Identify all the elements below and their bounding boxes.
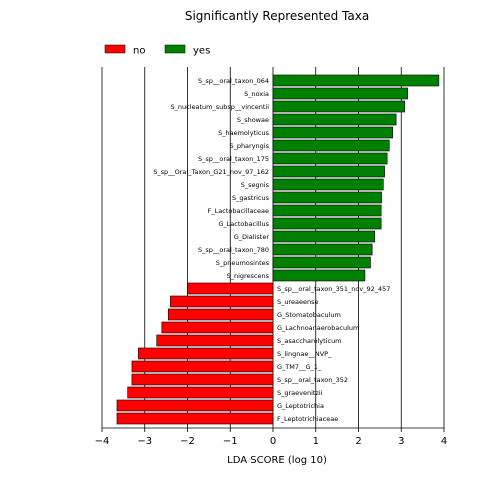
bar-yes xyxy=(272,204,382,217)
bar-label: F_Leptotrichiaceae xyxy=(277,415,338,423)
x-tick-label: 1 xyxy=(313,436,319,447)
x-tick-label: −1 xyxy=(223,436,238,447)
bar-yes xyxy=(272,256,371,269)
bar-label: S_nucleatum_subsp__vincentii xyxy=(171,103,270,111)
legend-swatch-no xyxy=(104,44,126,54)
bar-label: S_ureaeense xyxy=(277,298,319,306)
x-axis-title: LDA SCORE (log 10) xyxy=(227,455,327,466)
bar-label: S_pharyngis xyxy=(229,142,269,150)
bar-yes xyxy=(272,87,408,100)
x-tick-label: 2 xyxy=(355,436,361,447)
bar-label: G_Dialister xyxy=(234,233,270,241)
bar-label: G_TM7__G_1_ xyxy=(277,363,322,371)
bar-label: S_lingnae__NVP_ xyxy=(277,350,332,358)
bar-labels: S_sp__oral_taxon_064 S_noxia S_nucleatum_s… xyxy=(153,77,390,423)
bar-yes xyxy=(272,74,440,87)
bar-label: S_asaccharolyticum xyxy=(277,337,342,345)
bar-no xyxy=(138,347,274,360)
bar-label: F_Lactobacillaceae xyxy=(208,207,269,215)
legend-label-yes: yes xyxy=(193,46,210,57)
bar-no xyxy=(156,334,274,347)
bar-no xyxy=(116,399,274,412)
x-tick-label: −4 xyxy=(95,436,110,447)
x-tick-label: 0 xyxy=(270,436,276,447)
bar-yes xyxy=(272,100,405,113)
bar-yes xyxy=(272,178,384,191)
bar-label: S_nigrescens xyxy=(227,272,270,280)
bars xyxy=(116,74,440,425)
bar-label: G_Lactobacillus xyxy=(218,220,269,228)
bar-label: S_segnis xyxy=(241,181,270,189)
bar-label: S_gastricus xyxy=(232,194,270,202)
bar-label: S_sp__oral_taxon_064 xyxy=(198,77,269,85)
bar-yes xyxy=(272,269,366,282)
bar-yes xyxy=(272,126,393,139)
bar-yes xyxy=(272,243,373,256)
legend-swatch-yes xyxy=(164,44,186,54)
x-tick-label: −2 xyxy=(180,436,195,447)
bar-no xyxy=(170,295,274,308)
chart-title: Significantly Represented Taxa xyxy=(185,9,369,23)
bar-label: S_pneumosintes xyxy=(216,259,270,267)
legend-label-no: no xyxy=(133,46,145,57)
legend: no yes xyxy=(104,44,210,57)
bar-yes xyxy=(272,230,376,243)
bar-label: S_graevenitzii xyxy=(277,389,323,397)
bar-yes xyxy=(272,152,388,165)
x-tick-label: 3 xyxy=(398,436,404,447)
bar-label: S_haemolyticus xyxy=(218,129,269,137)
bar-no xyxy=(131,360,274,373)
bar-no xyxy=(116,412,274,425)
x-axis: −4 −3 −2 −1 0 1 2 3 4 xyxy=(95,427,447,447)
bar-label: S_showae xyxy=(237,116,269,124)
x-tick-label: −3 xyxy=(137,436,152,447)
bar-label: G_Lachnoanaerobaculum xyxy=(277,324,359,332)
bar-label: G_Leptotrichia xyxy=(277,402,324,410)
bar-label: G_Stomatobaculum xyxy=(277,311,341,319)
bar-label: S_sp__Oral_Taxon_G21_nov_97_162 xyxy=(153,168,269,176)
bar-label: S_sp__oral_taxon_780 xyxy=(198,246,269,254)
x-tick-label: 4 xyxy=(441,436,447,447)
bar-yes xyxy=(272,217,382,230)
bar-yes xyxy=(272,165,385,178)
bar-no xyxy=(161,321,274,334)
bar-label: S_noxia xyxy=(244,90,269,98)
bar-no xyxy=(187,282,274,295)
bar-label: S_sp__oral_taxon_352 xyxy=(277,376,348,384)
bar-label: S_sp__oral_taxon_175 xyxy=(198,155,269,163)
bar-no xyxy=(167,308,274,321)
bar-no xyxy=(131,373,274,386)
bar-no xyxy=(127,386,274,399)
bar-label: S_sp__oral_taxon_351_nov_92_457 xyxy=(277,285,390,293)
bar-yes xyxy=(272,113,397,126)
bar-yes xyxy=(272,191,382,204)
bar-yes xyxy=(272,139,390,152)
